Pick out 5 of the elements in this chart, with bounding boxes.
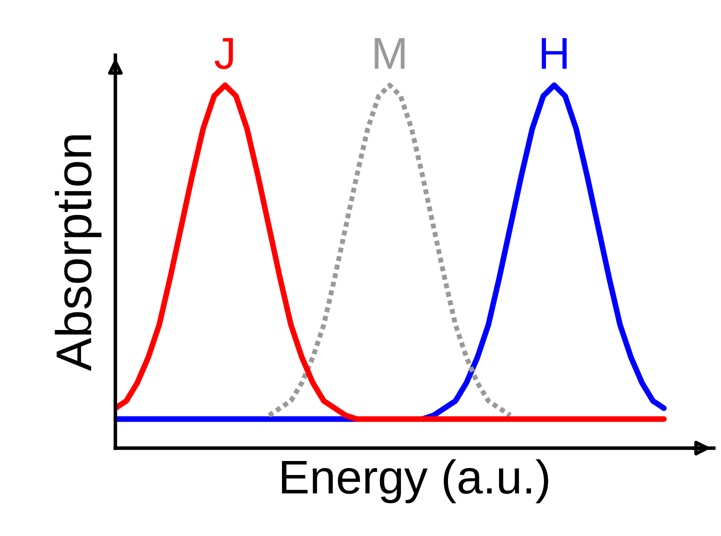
series-label: M: [374, 38, 405, 69]
series-label: H: [542, 38, 567, 69]
y-axis-title: Absorption: [54, 135, 102, 372]
series-label: J: [214, 38, 233, 70]
x-axis-title: Energy (a.u.): [282, 459, 548, 504]
